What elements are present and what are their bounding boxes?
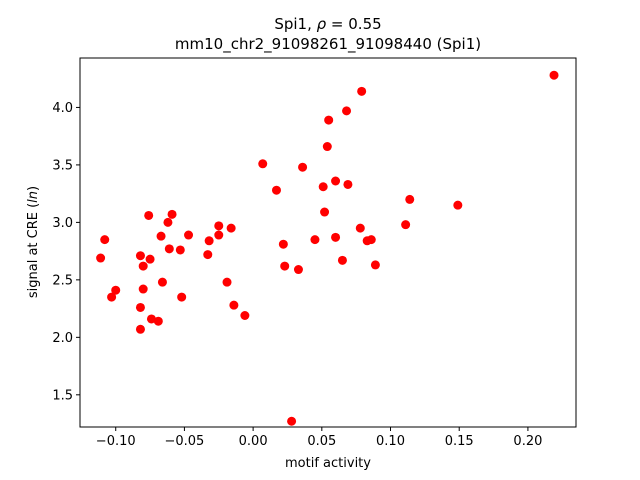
x-tick-label: −0.10 bbox=[96, 434, 136, 449]
y-axis-label-suffix: ) bbox=[26, 186, 41, 191]
y-axis-ticks: 1.5 2.0 2.5 3.0 3.5 4.0 bbox=[52, 101, 80, 403]
data-point-41 bbox=[331, 232, 341, 242]
data-point-34 bbox=[293, 265, 303, 275]
x-tick-label: 0.00 bbox=[239, 434, 268, 449]
data-point-31 bbox=[278, 239, 288, 249]
data-point-6 bbox=[135, 324, 145, 334]
data-point-17 bbox=[167, 209, 177, 219]
title-line-1: Spi1, ρ = 0.55 bbox=[274, 15, 381, 33]
data-point-52 bbox=[405, 194, 415, 204]
data-point-23 bbox=[214, 230, 224, 240]
data-point-20 bbox=[184, 230, 194, 240]
chart-subtitle: mm10_chr2_91098261_91098440 (Spi1) bbox=[175, 35, 481, 54]
y-tick-label: 1.5 bbox=[52, 388, 73, 403]
data-point-18 bbox=[175, 245, 185, 255]
data-point-47 bbox=[357, 86, 367, 96]
data-point-9 bbox=[144, 210, 154, 220]
data-point-33 bbox=[287, 416, 297, 426]
data-point-27 bbox=[229, 300, 239, 310]
data-point-1 bbox=[100, 235, 110, 245]
data-point-51 bbox=[401, 220, 411, 230]
y-axis-label-prefix: signal at CRE ( bbox=[26, 203, 41, 298]
y-tick-label: 3.5 bbox=[52, 158, 73, 173]
data-point-25 bbox=[222, 277, 232, 287]
data-point-15 bbox=[163, 217, 173, 227]
x-axis-label: motif activity bbox=[285, 456, 371, 471]
x-axis-ticks: −0.10 −0.05 0.00 0.05 0.10 0.15 0.20 bbox=[96, 427, 542, 449]
y-axis-label-italic: ln bbox=[26, 191, 41, 203]
x-tick-label: 0.05 bbox=[307, 434, 336, 449]
data-point-32 bbox=[280, 261, 290, 271]
data-point-35 bbox=[298, 162, 308, 172]
data-point-24 bbox=[214, 221, 224, 231]
chart-title: Spi1, ρ = 0.55 mm10_chr2_91098261_910984… bbox=[175, 15, 481, 54]
data-point-22 bbox=[204, 236, 214, 246]
data-point-13 bbox=[156, 231, 166, 241]
data-point-39 bbox=[322, 142, 332, 152]
data-point-19 bbox=[177, 292, 187, 302]
x-tick-label: 0.15 bbox=[445, 434, 474, 449]
data-point-44 bbox=[342, 106, 352, 116]
title-rho-value: = 0.55 bbox=[326, 15, 382, 33]
y-tick-label: 2.0 bbox=[52, 331, 73, 346]
data-point-43 bbox=[337, 255, 347, 265]
y-axis-label: signal at CRE (ln) bbox=[26, 186, 41, 298]
data-point-11 bbox=[146, 314, 156, 324]
data-point-45 bbox=[343, 179, 353, 189]
data-point-38 bbox=[320, 207, 330, 217]
data-point-7 bbox=[138, 261, 148, 271]
data-point-28 bbox=[240, 311, 250, 320]
x-tick-label: −0.05 bbox=[164, 434, 204, 449]
data-point-8 bbox=[138, 284, 148, 294]
y-tick-label: 4.0 bbox=[52, 101, 73, 116]
data-point-49 bbox=[366, 235, 376, 245]
data-point-40 bbox=[324, 115, 334, 125]
data-point-5 bbox=[135, 302, 145, 312]
data-point-42 bbox=[331, 176, 341, 186]
data-point-54 bbox=[549, 70, 559, 80]
data-point-46 bbox=[355, 223, 365, 233]
x-tick-label: 0.10 bbox=[376, 434, 405, 449]
data-point-3 bbox=[111, 285, 121, 295]
data-point-29 bbox=[258, 159, 268, 169]
data-point-30 bbox=[271, 185, 281, 195]
data-point-10 bbox=[145, 254, 155, 264]
title-rho-symbol: ρ bbox=[317, 15, 327, 33]
data-point-50 bbox=[370, 260, 380, 270]
data-point-37 bbox=[318, 182, 328, 192]
data-point-53 bbox=[453, 200, 463, 210]
y-tick-label: 3.0 bbox=[52, 216, 73, 231]
data-point-36 bbox=[310, 235, 320, 245]
data-point-14 bbox=[157, 277, 167, 287]
data-point-2 bbox=[107, 292, 117, 302]
title-prefix: Spi1, bbox=[274, 15, 316, 33]
data-point-21 bbox=[203, 250, 213, 260]
plot-frame bbox=[79, 57, 577, 428]
data-point-4 bbox=[135, 251, 145, 261]
data-point-0 bbox=[96, 253, 106, 263]
data-point-12 bbox=[153, 316, 163, 326]
data-point-26 bbox=[226, 223, 236, 233]
x-tick-label: 0.20 bbox=[513, 434, 542, 449]
data-point-16 bbox=[164, 244, 174, 254]
y-tick-label: 2.5 bbox=[52, 273, 73, 288]
scatter-points bbox=[96, 70, 559, 426]
